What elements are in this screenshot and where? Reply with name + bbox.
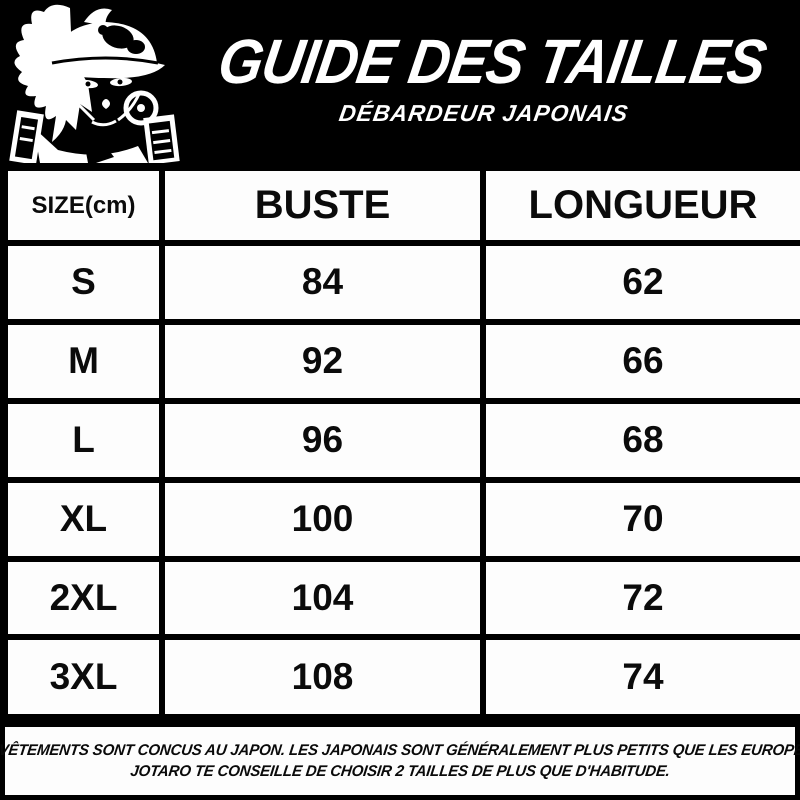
column-header-buste: BUSTE (159, 164, 486, 246)
size-table-section: SIZE(cm) BUSTE LONGUEUR S 84 62 M 92 66 … (0, 163, 800, 722)
longueur-cell: 68 (480, 397, 800, 483)
footer-note-line-1: NOS VÊTEMENTS SONT CONCUS AU JAPON. LES … (0, 741, 800, 759)
page-subtitle: DÉBARDEUR JAPONAIS (337, 100, 631, 126)
buste-cell: 108 (159, 634, 486, 721)
longueur-cell: 74 (480, 634, 800, 721)
footer-note: NOS VÊTEMENTS SONT CONCUS AU JAPON. LES … (0, 722, 800, 800)
headline-block: GUIDE DES TAILLES DÉBARDEUR JAPONAIS (175, 26, 800, 127)
page-title: GUIDE DES TAILLES (213, 26, 771, 98)
table-row: XL 100 70 (1, 476, 800, 562)
table-row: L 96 68 (1, 397, 800, 483)
jotaro-mascot-icon (0, 0, 200, 163)
size-cell: 3XL (1, 634, 165, 721)
table-row: M 92 66 (1, 318, 800, 404)
size-cell: XL (1, 476, 165, 562)
buste-cell: 84 (159, 240, 486, 325)
table-header-row: SIZE(cm) BUSTE LONGUEUR (1, 164, 800, 246)
column-header-size: SIZE(cm) (1, 164, 165, 246)
buste-cell: 96 (159, 397, 486, 483)
longueur-cell: 72 (480, 555, 800, 641)
header-banner: GUIDE DES TAILLES DÉBARDEUR JAPONAIS (0, 0, 800, 163)
table-row: S 84 62 (1, 240, 800, 325)
footer-note-line-2: JOTARO TE CONSEILLE DE CHOISIR 2 TAILLES… (129, 762, 671, 780)
table-row: 2XL 104 72 (1, 555, 800, 641)
table-row: 3XL 108 74 (1, 634, 800, 721)
longueur-cell: 70 (480, 476, 800, 562)
longueur-cell: 66 (480, 318, 800, 404)
size-cell: S (1, 240, 165, 325)
buste-cell: 100 (159, 476, 486, 562)
size-table: SIZE(cm) BUSTE LONGUEUR S 84 62 M 92 66 … (0, 163, 800, 722)
longueur-cell: 62 (480, 240, 800, 325)
size-cell: 2XL (1, 555, 165, 641)
column-header-longueur: LONGUEUR (480, 164, 800, 246)
buste-cell: 104 (159, 555, 486, 641)
buste-cell: 92 (159, 318, 486, 404)
size-cell: L (1, 397, 165, 483)
size-cell: M (1, 318, 165, 404)
